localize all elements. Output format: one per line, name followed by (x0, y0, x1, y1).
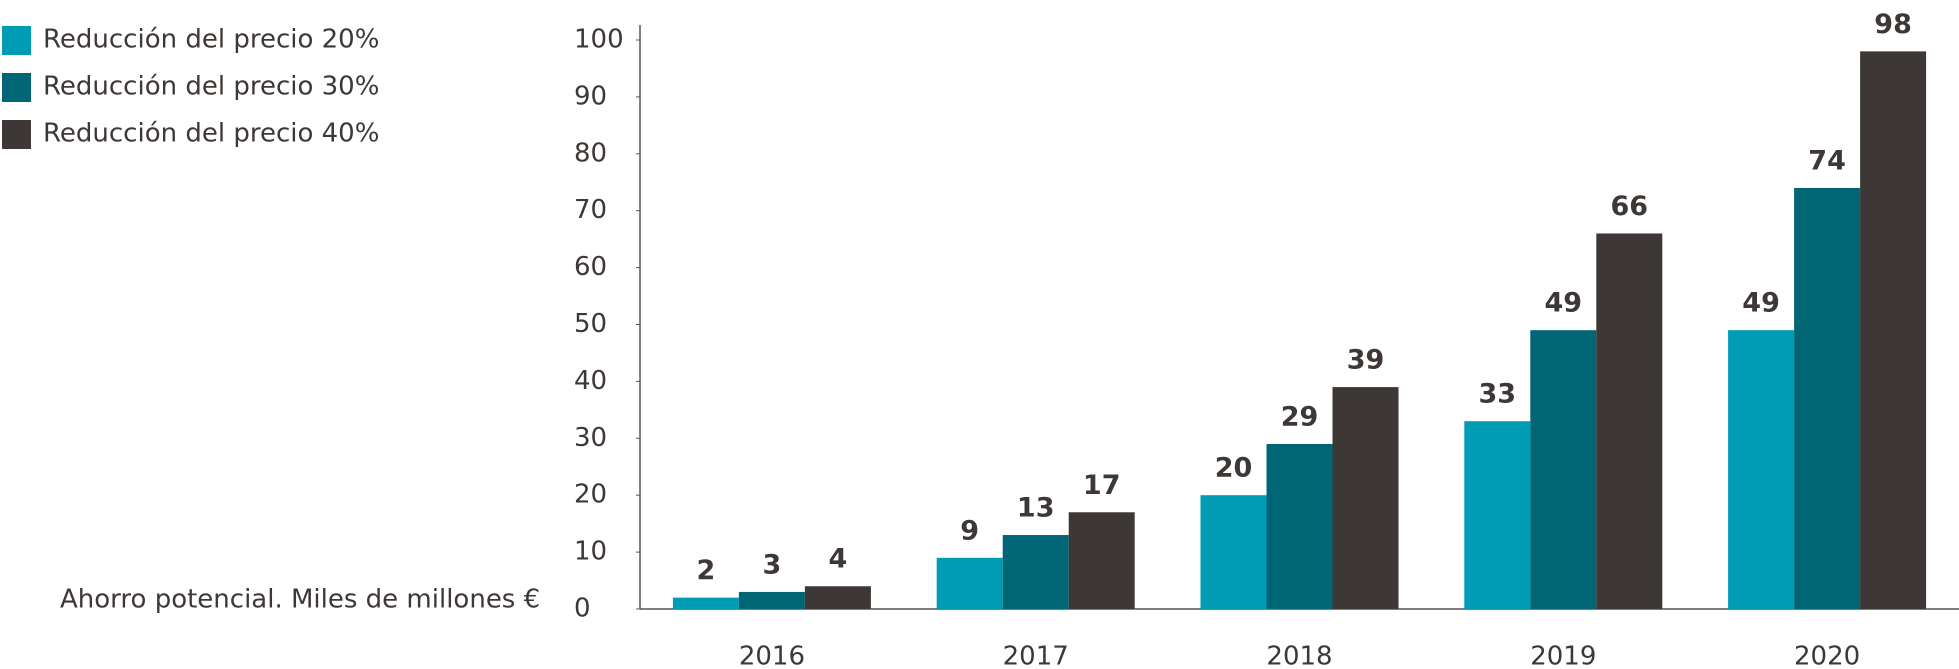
x-tick-label: 2016 (739, 642, 805, 669)
value-label: 39 (1347, 345, 1385, 376)
value-label: 98 (1874, 9, 1912, 40)
value-label: 66 (1611, 191, 1649, 222)
y-tick-label: 70 (574, 195, 607, 225)
value-label: 33 (1479, 379, 1517, 410)
bar (936, 557, 1003, 609)
bar (738, 591, 805, 609)
value-label: 2 (697, 555, 716, 586)
bar (1728, 330, 1795, 609)
y-tick-label: 20 (574, 480, 607, 510)
value-label: 49 (1545, 288, 1583, 319)
y-axis-label: Ahorro potencial. Miles de millones € (60, 585, 540, 615)
y-tick-label: 40 (574, 366, 607, 396)
bar (1530, 330, 1597, 609)
y-tick-label: 90 (574, 81, 607, 111)
y-tick-label: 50 (574, 309, 607, 339)
value-label: 4 (829, 544, 848, 575)
y-tick-label: 0 (574, 594, 591, 624)
y-tick-label: 10 (574, 537, 607, 567)
legend-label: Reducción del precio 30% (43, 72, 379, 102)
bar (1794, 187, 1861, 609)
value-label: 9 (960, 515, 979, 546)
value-label: 49 (1742, 288, 1780, 319)
bar (672, 597, 739, 609)
legend-label: Reducción del precio 40% (43, 119, 379, 149)
value-label: 29 (1281, 401, 1319, 432)
bar (1464, 421, 1531, 609)
value-label: 13 (1017, 493, 1055, 524)
value-label: 3 (763, 549, 782, 580)
value-label: 17 (1083, 470, 1121, 501)
legend-swatch (2, 120, 31, 149)
legend-label: Reducción del precio 20% (43, 25, 379, 55)
y-tick-label: 30 (574, 423, 607, 453)
x-tick-label: 2018 (1266, 642, 1332, 669)
bar (1200, 495, 1267, 609)
bar (1002, 535, 1069, 609)
legend-swatch (2, 73, 31, 102)
y-tick-label: 80 (574, 138, 607, 168)
legend-swatch (2, 26, 31, 55)
x-tick-label: 2020 (1794, 642, 1860, 669)
value-label: 74 (1808, 145, 1846, 176)
bar (1266, 443, 1333, 609)
bar (1860, 51, 1927, 609)
bar (1068, 512, 1135, 609)
bar (1596, 233, 1663, 609)
bar (804, 586, 871, 609)
value-label: 20 (1215, 453, 1253, 484)
x-tick-label: 2017 (1003, 642, 1069, 669)
y-tick-label: 100 (574, 25, 624, 55)
y-tick-label: 60 (574, 252, 607, 282)
bar (1332, 387, 1399, 609)
x-tick-label: 2019 (1530, 642, 1596, 669)
